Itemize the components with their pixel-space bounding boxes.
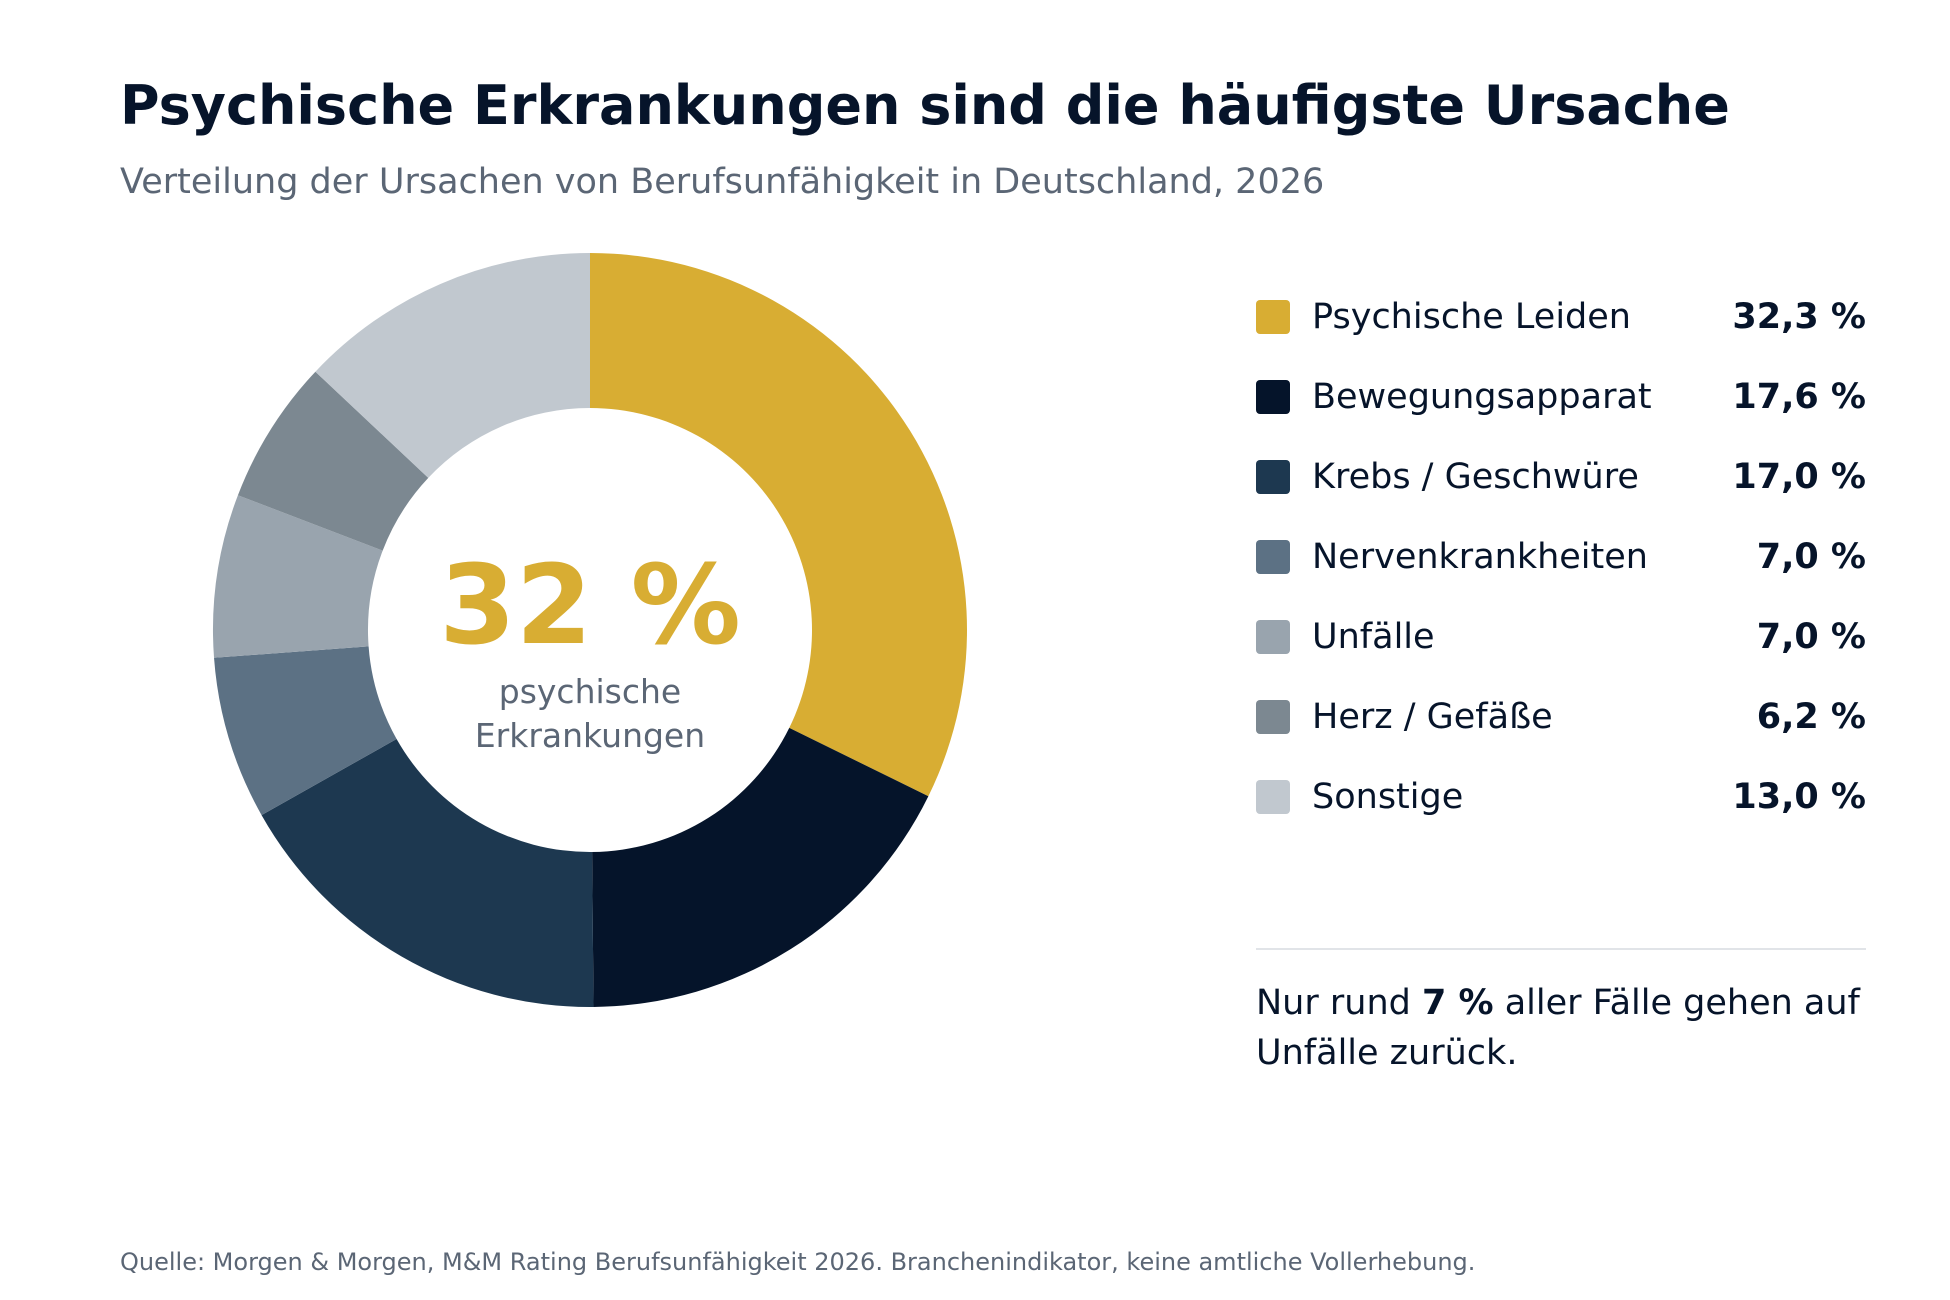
- legend-swatch: [1256, 780, 1290, 814]
- legend-item: Nervenkrankheiten 7,0 %: [1256, 532, 1866, 612]
- donut-slice-7: [315, 253, 590, 478]
- legend-value: 17,6 %: [1732, 377, 1866, 417]
- chart-subtitle: Verteilung der Ursachen von Berufsunfähi…: [120, 162, 1325, 202]
- note-suffix: aller Fälle gehen auf Unfälle zurück.: [1256, 983, 1860, 1073]
- donut-slice-3: [261, 738, 594, 1007]
- legend: Psychische Leiden 32,3 % Bewegungsapparat 1…: [1256, 292, 1866, 852]
- legend-item: Sonstige 13,0 %: [1256, 772, 1866, 852]
- legend-swatch: [1256, 300, 1290, 334]
- legend-item: Herz / Gefäße 6,2 %: [1256, 692, 1866, 772]
- center-label-line2: Erkrankungen: [475, 716, 705, 755]
- legend-value: 7,0 %: [1756, 617, 1866, 657]
- legend-value: 17,0 %: [1732, 457, 1866, 497]
- donut-slice-5: [213, 495, 383, 658]
- donut-slices: [213, 253, 968, 1007]
- divider: [1256, 948, 1866, 950]
- donut-slice-6: [237, 371, 429, 551]
- legend-value: 6,2 %: [1756, 697, 1866, 737]
- legend-swatch: [1256, 460, 1290, 494]
- legend-label: Nervenkrankheiten: [1312, 537, 1648, 577]
- legend-item: Psychische Leiden 32,3 %: [1256, 292, 1866, 372]
- legend-label: Herz / Gefäße: [1312, 697, 1553, 737]
- legend-swatch: [1256, 620, 1290, 654]
- legend-label: Unfälle: [1312, 617, 1435, 657]
- center-label-line1: psychische: [499, 672, 681, 711]
- legend-label: Sonstige: [1312, 777, 1464, 817]
- legend-item: Krebs / Geschwüre 17,0 %: [1256, 452, 1866, 532]
- legend-label: Krebs / Geschwüre: [1312, 457, 1639, 497]
- donut-slice-4: [214, 646, 397, 816]
- legend-value: 7,0 %: [1756, 537, 1866, 577]
- legend-item: Unfälle 7,0 %: [1256, 612, 1866, 692]
- donut-slice-1: [590, 253, 968, 797]
- note-text: Nur rund 7 % aller Fälle gehen auf Unfäl…: [1256, 978, 1866, 1078]
- donut-svg: 32 % psychische Erkrankungen: [213, 253, 968, 1007]
- chart-title: Psychische Erkrankungen sind die häufigs…: [120, 74, 1730, 137]
- legend-value: 32,3 %: [1732, 297, 1866, 337]
- legend-swatch: [1256, 380, 1290, 414]
- legend-swatch: [1256, 700, 1290, 734]
- legend-item: Bewegungsapparat 17,6 %: [1256, 372, 1866, 452]
- legend-value: 13,0 %: [1732, 777, 1866, 817]
- note-prefix: Nur rund: [1256, 983, 1422, 1023]
- source-note: Quelle: Morgen & Morgen, M&M Rating Beru…: [120, 1248, 1476, 1276]
- donut-chart: 32 % psychische Erkrankungen: [190, 230, 990, 1030]
- note-highlight: 7 %: [1421, 983, 1494, 1023]
- donut-slice-2: [592, 727, 929, 1007]
- center-value: 32 %: [439, 541, 741, 669]
- legend-label: Bewegungsapparat: [1312, 377, 1652, 417]
- legend-label: Psychische Leiden: [1312, 297, 1631, 337]
- legend-swatch: [1256, 540, 1290, 574]
